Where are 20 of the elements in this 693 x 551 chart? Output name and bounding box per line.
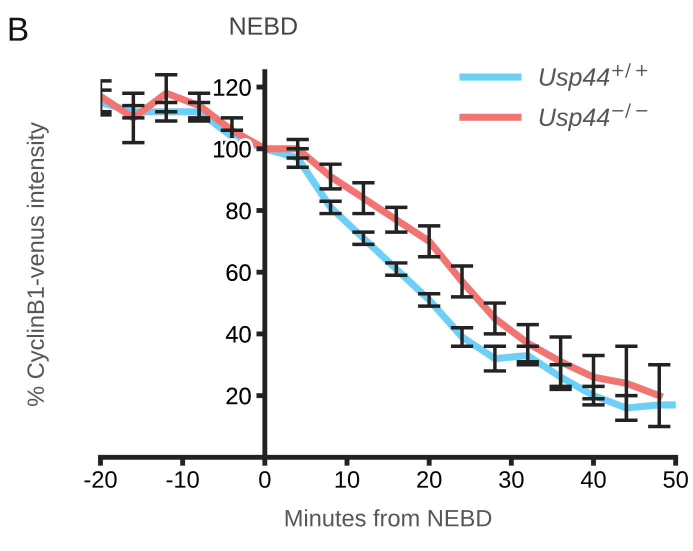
y-tick-label: 80	[226, 202, 251, 220]
x-tick-label: -20	[84, 471, 117, 488]
legend-label: Usp44$^{+/+}$	[540, 63, 648, 91]
y-tick-label: 120	[214, 79, 251, 96]
x-tick-label: 10	[336, 471, 360, 488]
text: B	[10, 18, 28, 41]
x-tick-label: 50	[663, 471, 688, 488]
x-tick-label: 30	[499, 471, 524, 488]
y-tick-label: 40	[226, 326, 251, 343]
y-tick-label: 100	[214, 140, 251, 158]
legend-label: Usp44$^{−/−}$	[540, 104, 648, 132]
y-tick-label: 20	[226, 388, 251, 404]
x-axis-title: Minutes from NEBD	[286, 509, 492, 527]
x-tick-label: 0	[259, 471, 270, 488]
y-axis-title: % CyclinB1-venus intensity	[26, 122, 49, 406]
x-tick-label: 20	[417, 471, 442, 488]
x-tick-label: -10	[166, 471, 199, 488]
text: NEBD	[230, 17, 297, 35]
x-tick-label: 40	[580, 471, 606, 488]
y-tick-label: 60	[226, 264, 251, 281]
